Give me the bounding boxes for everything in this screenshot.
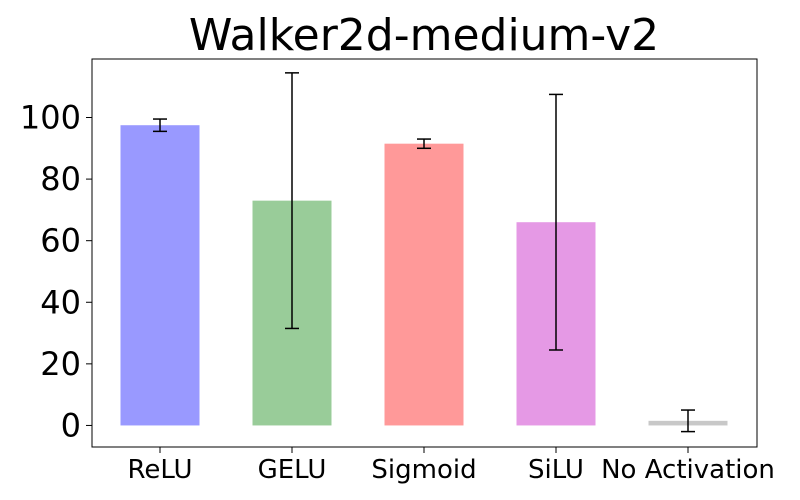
error-bars — [153, 72, 695, 433]
bar-sigmoid — [384, 143, 464, 426]
x-tick-label: Sigmoid — [371, 455, 476, 485]
y-axis: 0 20 40 60 80 100 — [20, 99, 92, 444]
x-tick-label: SiLU — [528, 455, 584, 485]
y-tick-label: 100 — [20, 99, 81, 137]
y-tick-label: 20 — [40, 345, 81, 383]
x-axis: ReLU GELU Sigmoid SiLU No Activation — [127, 447, 775, 485]
plot-frame — [91, 58, 758, 448]
bar-relu — [120, 125, 200, 426]
y-tick-label: 0 — [61, 406, 81, 444]
x-tick-label: No Activation — [601, 455, 775, 485]
y-tick-label: 80 — [40, 160, 81, 198]
y-tick-label: 40 — [40, 283, 81, 321]
bars — [120, 125, 728, 426]
y-tick-label: 60 — [40, 222, 81, 260]
chart-title: Walker2d-medium-v2 — [189, 10, 659, 61]
x-tick-label: ReLU — [127, 455, 192, 485]
x-tick-label: GELU — [258, 455, 327, 485]
